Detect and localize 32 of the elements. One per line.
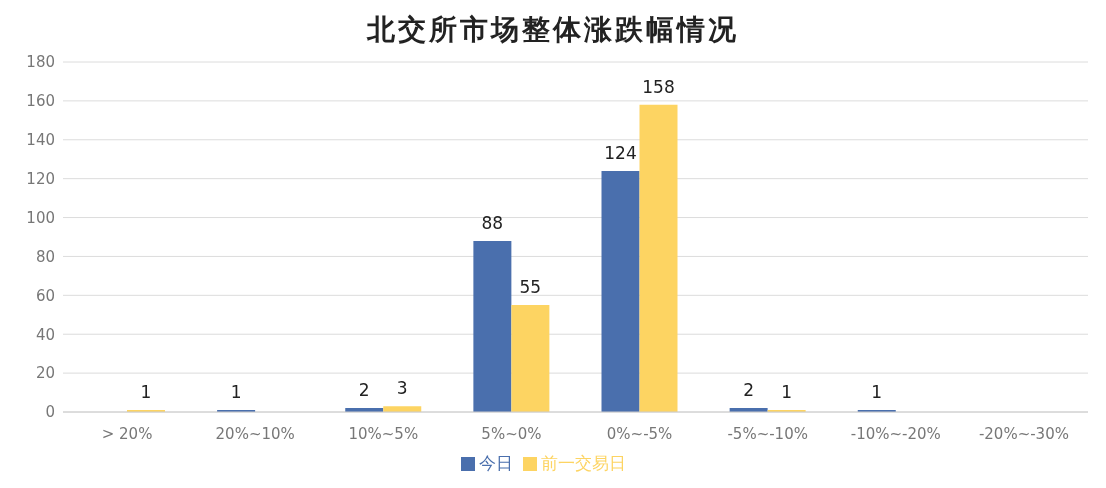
- y-tick-label: 120: [26, 169, 55, 188]
- y-tick-label: 160: [26, 92, 55, 111]
- data-label: 3: [396, 378, 408, 399]
- x-tick-label: > 20%: [101, 424, 153, 443]
- legend-label: 今日: [478, 453, 513, 473]
- x-tick-label: -10%~-20%: [850, 424, 941, 443]
- data-label: 55: [519, 277, 542, 298]
- data-label: 1: [230, 382, 242, 403]
- y-tick-label: 180: [26, 53, 55, 72]
- legend-label: 前一交易日: [540, 453, 626, 473]
- data-label: 1: [140, 382, 152, 403]
- data-label: 1: [781, 382, 793, 403]
- y-tick-label: 0: [45, 403, 55, 422]
- data-label: 2: [358, 380, 370, 401]
- y-tick-label: 80: [35, 247, 55, 266]
- x-tick-label: 10%~5%: [348, 424, 419, 443]
- data-label: 158: [642, 76, 675, 97]
- chart-title: 北交所市场整体涨跌幅情况: [365, 12, 740, 48]
- data-label: 124: [604, 142, 637, 163]
- y-tick-label: 100: [26, 208, 55, 227]
- x-tick-label: -20%~-30%: [978, 424, 1069, 443]
- x-tick-label: -5%~-10%: [727, 424, 808, 443]
- y-tick-label: 140: [26, 131, 55, 150]
- data-label: 1: [871, 382, 883, 403]
- data-label: 88: [481, 212, 504, 233]
- y-tick-label: 20: [35, 364, 55, 383]
- y-tick-label: 40: [35, 325, 55, 344]
- x-tick-label: 0%~-5%: [606, 424, 673, 443]
- data-label: 2: [743, 380, 755, 401]
- x-tick-label: 5%~0%: [481, 424, 542, 443]
- x-tick-label: 20%~10%: [215, 424, 295, 443]
- y-tick-label: 60: [35, 286, 55, 305]
